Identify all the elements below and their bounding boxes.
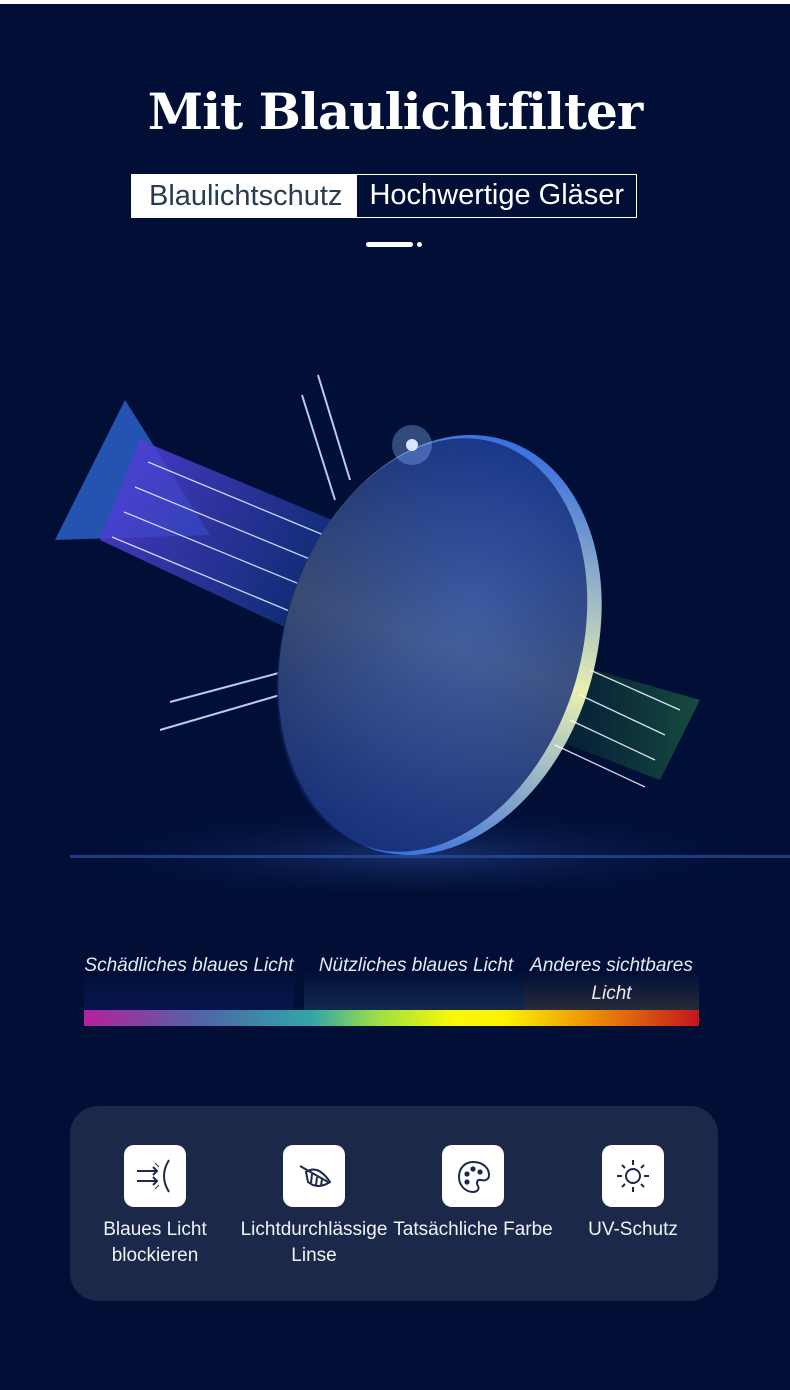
leaf-icon <box>283 1145 345 1207</box>
label-useful-blue-light: Nützliches blaues Licht <box>304 952 528 1010</box>
feature-block-color: Tatsächliche Farbe <box>388 1145 558 1243</box>
pager-indicator-active <box>366 242 413 247</box>
feature-label: UV-Schutz <box>588 1219 678 1240</box>
lens-illustration <box>55 374 790 890</box>
label-harmful-blue-light: Schädliches blaues Licht <box>84 952 294 1010</box>
sun-icon <box>602 1145 664 1207</box>
feature-label: Lichtdurchlässige Linse <box>240 1219 388 1266</box>
blue-light-block-icon <box>124 1145 186 1207</box>
palette-icon <box>442 1145 504 1207</box>
feature-block-uv: UV-Schutz <box>548 1145 718 1243</box>
feature-block-lens: Lichtdurchlässige Linse <box>229 1145 399 1269</box>
feature-label: Blaues Licht blockieren <box>103 1219 207 1266</box>
feature-block-blue-light: Blaues Licht blockieren <box>70 1145 240 1269</box>
tag-row: Blaulichtschutz Hochwertige Gläser <box>131 174 638 218</box>
tag-high-quality-lenses: Hochwertige Gläser <box>356 174 638 218</box>
spectrum-labels: Schädliches blaues Licht Nützliches blau… <box>84 952 699 1010</box>
features-panel: Blaues Licht blockieren Lichtdurchlässig… <box>70 1106 718 1301</box>
tag-blue-light-protection: Blaulichtschutz <box>131 174 357 218</box>
top-border <box>0 0 790 4</box>
page-title: Mit Blaulichtfilter <box>147 82 643 141</box>
label-other-visible-light: Anderes sichtbares Licht <box>524 952 699 1010</box>
pager-indicator-dot <box>417 242 422 247</box>
color-spectrum-bar <box>84 1010 699 1026</box>
feature-label: Tatsächliche Farbe <box>393 1219 553 1240</box>
